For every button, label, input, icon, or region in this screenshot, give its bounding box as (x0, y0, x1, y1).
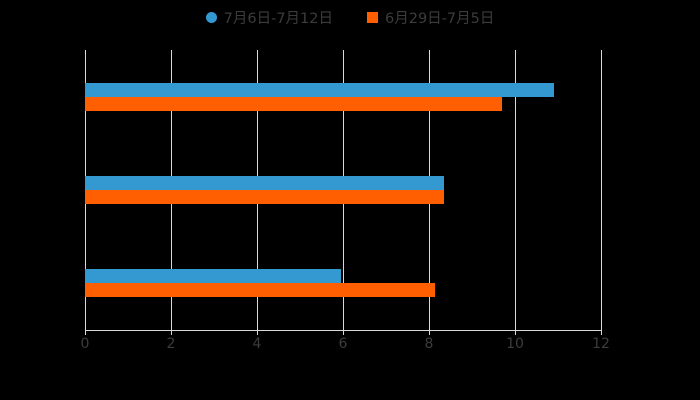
bar-group (85, 269, 601, 298)
x-tick-label: 8 (424, 336, 434, 352)
bar[interactable] (85, 190, 445, 204)
chart-legend: 7月6日-7月12日 6月29日-7月5日 (0, 0, 700, 34)
legend-entry-series-1[interactable]: 7月6日-7月12日 (205, 7, 333, 28)
x-tick-mark (257, 330, 258, 335)
legend-swatch-square-icon (367, 11, 378, 23)
x-tick-label: 6 (338, 336, 348, 352)
bar[interactable] (85, 96, 503, 111)
plot-area (85, 50, 602, 330)
x-tick-mark (343, 330, 344, 335)
legend-swatch-circle-icon (205, 11, 217, 23)
x-tick-mark (601, 330, 602, 335)
gridline (515, 50, 516, 330)
x-tick-mark (85, 330, 86, 335)
x-tick-label: 12 (592, 336, 610, 352)
x-tick-mark (429, 330, 430, 335)
legend-entry-series-2[interactable]: 6月29日-7月5日 (367, 7, 494, 28)
legend-label-series-1: 7月6日-7月12日 (223, 10, 333, 27)
x-tick-mark (515, 330, 516, 335)
bar[interactable] (85, 283, 436, 298)
x-tick-label: 0 (80, 336, 90, 352)
bar[interactable] (85, 176, 445, 190)
x-tick-label: 10 (506, 336, 524, 352)
x-tick-label: 2 (166, 336, 176, 352)
bar-group (85, 176, 601, 204)
gridline (601, 50, 602, 330)
bar[interactable] (85, 82, 554, 97)
x-tick-label: 4 (252, 336, 262, 352)
legend-label-series-2: 6月29日-7月5日 (385, 10, 495, 27)
bar-group (85, 82, 601, 111)
bar[interactable] (85, 269, 341, 284)
x-tick-mark (171, 330, 172, 335)
